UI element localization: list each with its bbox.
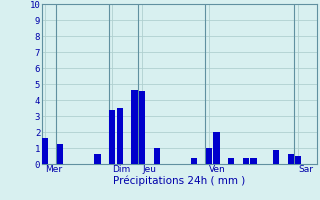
Bar — [154, 148, 160, 164]
Bar — [295, 156, 301, 164]
Bar — [206, 148, 212, 164]
Bar — [42, 138, 49, 164]
Bar — [139, 91, 145, 164]
Bar — [94, 154, 100, 164]
Bar — [116, 108, 123, 164]
Bar — [109, 110, 116, 164]
Bar — [251, 158, 257, 164]
Bar — [228, 158, 235, 164]
X-axis label: Précipitations 24h ( mm ): Précipitations 24h ( mm ) — [113, 176, 245, 186]
Bar — [213, 132, 220, 164]
Bar — [243, 158, 249, 164]
Bar — [132, 90, 138, 164]
Bar — [57, 144, 63, 164]
Bar — [288, 154, 294, 164]
Bar — [191, 158, 197, 164]
Bar — [273, 150, 279, 164]
